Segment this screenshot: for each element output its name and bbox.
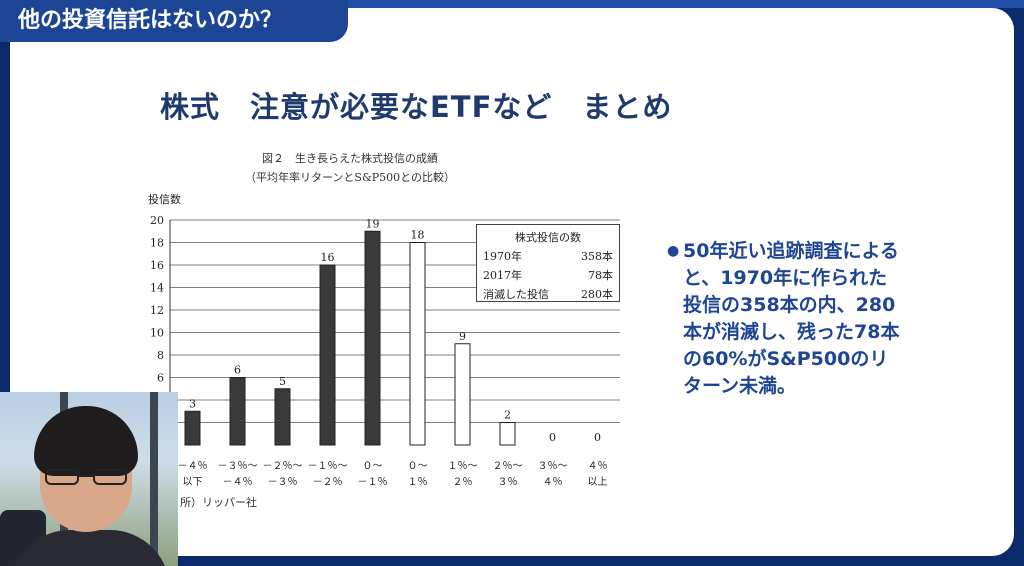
legend-row-value: 280本 <box>581 288 613 301</box>
x-tick-label: ３％ <box>498 477 518 488</box>
x-tick-label: －１％ <box>358 477 388 488</box>
legend-row-value: 358本 <box>581 250 613 263</box>
glasses-icon <box>45 469 127 485</box>
x-tick-label: ２％～ <box>493 461 523 472</box>
x-tick-label: －２％ <box>313 477 343 488</box>
y-tick-label: 10 <box>150 327 164 340</box>
presenter-hair <box>34 406 138 476</box>
data-label: 0 <box>594 431 601 444</box>
bar <box>364 230 381 446</box>
x-tick-label: ０～ <box>363 461 383 472</box>
x-tick-label: ３％～ <box>538 461 568 472</box>
legend-row-label: 2017年 <box>483 269 522 282</box>
x-tick-label: １％～ <box>448 461 478 472</box>
legend-row-value: 78本 <box>588 269 613 282</box>
x-tick-label: －４％ <box>223 477 253 488</box>
legend-row: 1970年 358本 <box>477 248 619 264</box>
bar <box>184 410 201 446</box>
y-tick-label: 14 <box>150 282 164 295</box>
data-label: 6 <box>234 364 241 377</box>
bar <box>274 388 291 446</box>
x-tick-label: ４％ <box>588 461 608 472</box>
y-tick-label: 12 <box>150 304 164 317</box>
bar <box>409 242 426 446</box>
data-label: 16 <box>321 251 335 264</box>
y-tick-label: 6 <box>157 372 164 385</box>
data-label: 5 <box>279 375 286 388</box>
legend-row: 消滅した投信 280本 <box>477 286 619 302</box>
chart-legend-box: 株式投信の数 1970年 358本 2017年 78本 消滅した投信 280本 <box>476 224 620 302</box>
section-banner: 他の投資信託はないのか？ <box>0 0 348 42</box>
figure-subtitle: （平均年率リターンとS&P500との比較） <box>244 171 456 184</box>
x-tick-label: －３％ <box>268 477 298 488</box>
figure-source: 所）リッパー社 <box>180 496 257 509</box>
x-tick-label: －３％～ <box>218 461 258 472</box>
data-label: 9 <box>459 330 466 343</box>
y-tick-label: 8 <box>157 349 164 362</box>
y-tick-label: 18 <box>150 237 164 250</box>
legend-row: 2017年 78本 <box>477 267 619 283</box>
data-label: 0 <box>549 431 556 444</box>
bullet-dot-icon: ● <box>667 243 680 259</box>
bar <box>229 377 246 446</box>
slide-title: 株式 注意が必要なETFなど まとめ <box>160 90 673 124</box>
y-axis-label: 投信数 <box>148 192 181 206</box>
bar-chart: 投信数24681012141618203－４％以下6－３％～－４％5－２％～－３… <box>148 192 620 488</box>
x-tick-label: １％ <box>408 477 428 488</box>
x-tick-label: ０～ <box>408 461 428 472</box>
window-frame <box>150 392 158 566</box>
bar <box>319 264 336 446</box>
summary-bullet: ● 50年近い追跡調査によると、1970年に作られた投信の358本の内、280本… <box>667 238 903 400</box>
data-label: 19 <box>366 217 380 230</box>
legend-row-label: 1970年 <box>483 250 522 263</box>
data-label: 18 <box>411 229 425 242</box>
summary-bullet-text: 50年近い追跡調査によると、1970年に作られた投信の358本の内、280本が消… <box>683 240 900 397</box>
bar <box>499 422 516 446</box>
presenter-webcam <box>0 392 178 566</box>
data-label: 3 <box>189 397 196 410</box>
x-tick-label: ４％ <box>543 477 563 488</box>
x-tick-label: －２％～ <box>263 461 303 472</box>
y-tick-label: 16 <box>150 259 164 272</box>
y-tick-label: 20 <box>150 214 164 227</box>
legend-title: 株式投信の数 <box>515 231 581 244</box>
figure-title: 図２ 生き長らえた株式投信の成績 <box>262 152 438 165</box>
top-accent-bar <box>0 0 1024 8</box>
data-label: 2 <box>504 409 511 422</box>
x-tick-label: －１％～ <box>308 461 348 472</box>
bar <box>454 343 471 446</box>
x-tick-label: 以下 <box>183 477 203 488</box>
x-tick-label: ２％ <box>453 477 473 488</box>
x-tick-label: 以上 <box>588 476 608 488</box>
legend-row-label: 消滅した投信 <box>483 288 549 301</box>
x-tick-label: －４％ <box>178 461 208 472</box>
